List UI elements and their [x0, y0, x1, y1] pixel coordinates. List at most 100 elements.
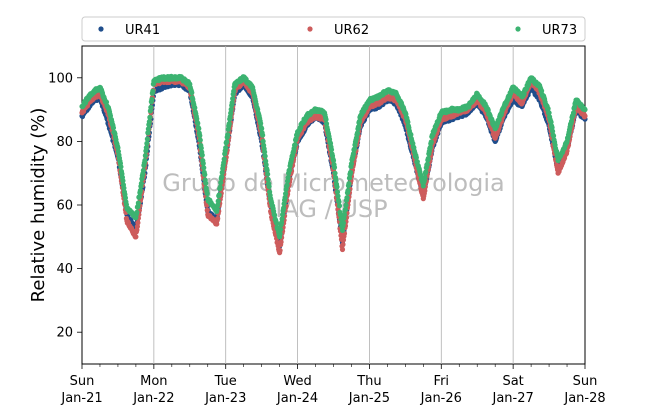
- y-tick-label: 60: [56, 199, 73, 214]
- data-point-interp: [278, 226, 284, 233]
- x-tick-day-label: Sat: [502, 374, 523, 389]
- plot-area: Grupo de Micrometeorologia IAG / USP: [79, 45, 588, 365]
- data-point-interp: [135, 200, 141, 206]
- y-axis: 20 40 60 80 100: [48, 71, 82, 341]
- data-point-interp: [347, 169, 354, 176]
- data-point: [339, 246, 346, 253]
- data-point-interp: [189, 90, 195, 96]
- data-point-interp: [263, 162, 269, 168]
- data-point-interp: [260, 132, 266, 138]
- data-point-interp: [231, 88, 237, 94]
- data-point-interp: [424, 161, 430, 167]
- data-point-interp: [413, 154, 419, 161]
- data-point-interp: [219, 169, 225, 176]
- data-point-interp: [282, 194, 288, 201]
- data-point-interp: [286, 167, 293, 173]
- data-point-interp: [230, 96, 236, 102]
- data-point-interp: [202, 171, 208, 178]
- data-point-interp: [280, 212, 286, 218]
- data-point-interp: [277, 247, 283, 254]
- x-tick-day-label: Fri: [434, 374, 450, 389]
- y-tick-label: 80: [56, 135, 73, 150]
- x-tick-day-label: Sun: [70, 374, 95, 389]
- data-point-interp: [354, 130, 361, 136]
- x-axis: Sun Jan-21 Mon Jan-22 Tue Jan-23 Wed Jan-24 Thu J…: [60, 364, 606, 406]
- data-point-interp: [333, 177, 339, 183]
- plot-frame: [81, 45, 586, 365]
- data-point-interp: [200, 160, 206, 166]
- data-point-interp: [342, 206, 349, 213]
- x-tick-day-label: Thu: [356, 374, 381, 389]
- data-point-interp: [204, 190, 210, 197]
- data-point-interp: [218, 179, 224, 186]
- data-point-interp: [341, 212, 348, 218]
- data-point-interp: [120, 178, 126, 184]
- data-point: [330, 157, 337, 164]
- data-point-interp: [285, 174, 291, 181]
- x-tick-date-label: Jan-23: [204, 391, 246, 406]
- x-tick-date-label: Jan-28: [563, 391, 605, 406]
- y-tick-label: 40: [56, 262, 73, 277]
- data-point-interp: [351, 146, 358, 152]
- data-point-interp: [121, 185, 127, 191]
- x-tick-date-label: Jan-25: [348, 391, 390, 406]
- data-point-interp: [356, 118, 363, 124]
- data-point-interp: [292, 142, 298, 148]
- data-point-interp: [219, 174, 225, 180]
- y-tick-label: 100: [48, 71, 73, 86]
- data-point-interp: [228, 110, 234, 116]
- data-point-interp: [345, 187, 351, 194]
- y-axis-label: Relative humidity (%): [28, 108, 49, 303]
- data-point-interp: [336, 199, 342, 205]
- legend-marker-UR62: [307, 26, 313, 32]
- data-point-interp: [224, 139, 230, 145]
- data-point-interp: [262, 149, 268, 155]
- data-point: [196, 126, 202, 132]
- data-point-interp: [332, 170, 338, 176]
- data-point-interp: [334, 189, 341, 195]
- data-point-interp: [425, 155, 431, 162]
- data-point-interp: [280, 205, 287, 211]
- data-point-interp: [427, 144, 433, 151]
- data-point-interp: [423, 169, 429, 175]
- x-tick-date-label: Jan-24: [276, 391, 318, 406]
- data-point: [214, 221, 220, 227]
- data-point-interp: [346, 175, 353, 181]
- data-point-interp: [144, 136, 150, 142]
- x-tick-day-label: Sun: [573, 374, 598, 389]
- data-point-interp: [340, 220, 347, 226]
- data-point-interp: [144, 140, 150, 147]
- data-point-interp: [134, 209, 140, 215]
- data-point-interp: [260, 138, 266, 144]
- data-point: [339, 227, 346, 234]
- data-point-interp: [216, 192, 222, 198]
- data-point-interp: [340, 241, 346, 248]
- data-point: [582, 113, 588, 119]
- x-tick-day-label: Mon: [140, 374, 167, 389]
- data-point-interp: [228, 106, 234, 112]
- x-tick-day-label: Tue: [214, 374, 237, 389]
- data-point-interp: [149, 96, 155, 103]
- y-tick-label: 20: [56, 326, 73, 341]
- data-point-interp: [229, 100, 235, 106]
- data-point-interp: [201, 165, 207, 171]
- data-point-interp: [147, 114, 153, 120]
- data-point-interp: [225, 132, 231, 138]
- legend-marker-UR73: [515, 26, 521, 32]
- data-point: [546, 110, 552, 116]
- legend-label-UR62: UR62: [334, 23, 369, 38]
- data-point-interp: [118, 164, 124, 170]
- data-point: [348, 161, 355, 167]
- legend-marker-UR41: [98, 26, 104, 32]
- data-point-interp: [197, 137, 203, 143]
- data-point-interp: [203, 180, 209, 186]
- data-point-interp: [331, 164, 338, 171]
- data-point-interp: [272, 212, 278, 218]
- data-point-interp: [198, 145, 204, 151]
- legend-label-UR41: UR41: [125, 23, 160, 38]
- x-tick-date-label: Jan-27: [492, 391, 534, 406]
- data-point-interp: [146, 119, 152, 125]
- data-point-interp: [258, 120, 264, 127]
- legend-label-UR73: UR73: [542, 23, 577, 38]
- x-tick-date-label: Jan-26: [420, 391, 462, 406]
